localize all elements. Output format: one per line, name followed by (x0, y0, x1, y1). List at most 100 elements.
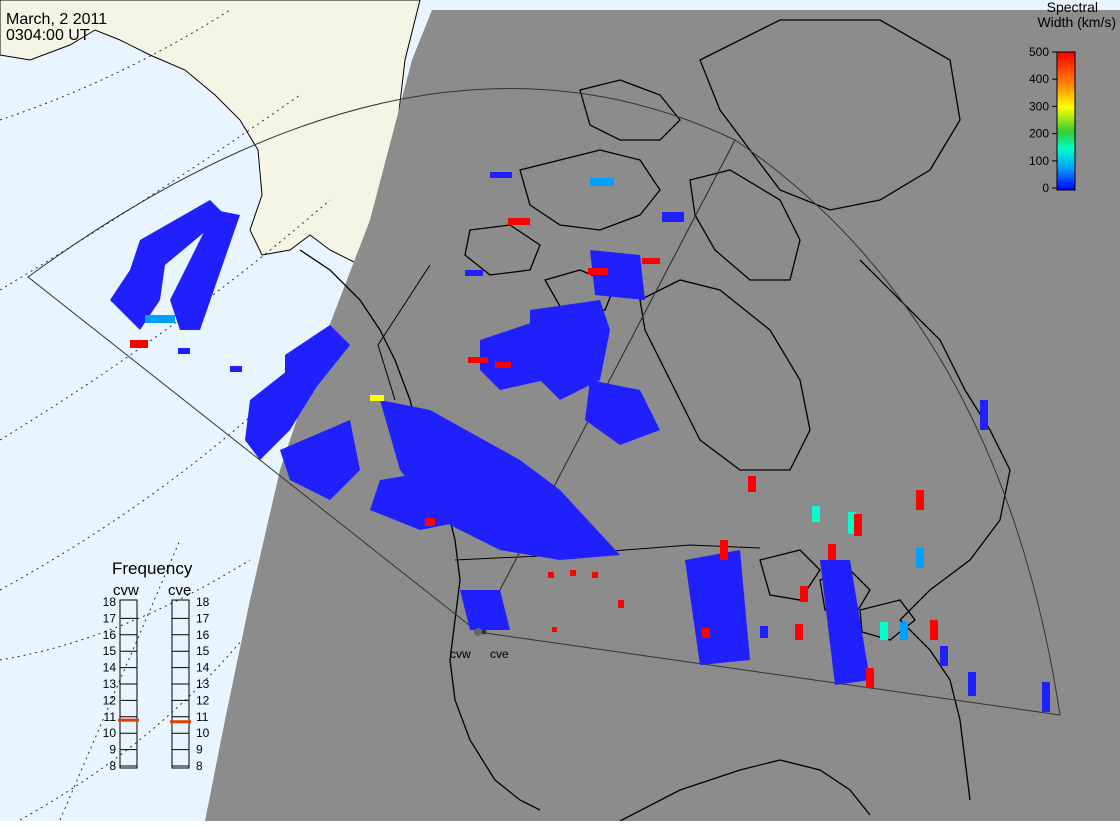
radar-site-cvw-marker (474, 628, 482, 636)
scatter-cell (178, 348, 190, 354)
colorbar-tick-label: 400 (1029, 72, 1049, 86)
scatter-patch-blue (590, 250, 645, 300)
frequency-tick-label: 17 (103, 611, 117, 625)
scatter-patch-blue (530, 300, 610, 400)
scatter-cell (760, 626, 768, 638)
scatter-cell (720, 540, 728, 560)
scatter-patch-blue (370, 470, 470, 530)
frequency-tick-label: 16 (196, 628, 210, 642)
scatter-patch-blue (460, 590, 510, 630)
scatter-patch-blue (685, 550, 750, 665)
scatter-cell (642, 258, 660, 264)
frequency-tick-label: 15 (196, 644, 210, 658)
scatter-cell (592, 572, 598, 578)
scatter-cell (880, 622, 888, 640)
frequency-tick-label: 8 (109, 759, 116, 773)
scatter-cell (230, 366, 242, 372)
scatter-cell (795, 624, 803, 640)
frequency-radar-right-label: cve (168, 582, 191, 599)
scatter-cell (590, 178, 614, 186)
frequency-panel: Frequency cvw cve 1817161514131211109818… (103, 559, 210, 773)
scatter-patch-blue (245, 345, 330, 460)
scatter-cell (588, 268, 608, 275)
colorbar-title-line1: Spectral (1047, 0, 1098, 15)
frequency-tick-label: 12 (196, 693, 210, 707)
colorbar-tick-label: 300 (1029, 99, 1049, 113)
scatter-cell (800, 586, 808, 602)
night-terminator-shading (205, 10, 1120, 821)
scatter-cell (916, 490, 924, 510)
scatter-cell (916, 548, 924, 568)
date-label: March, 2 2011 (6, 11, 107, 28)
frequency-tick-label: 15 (103, 644, 117, 658)
frequency-scales: 18 17 16 15 14 13 12 11 10 9 8 18 17 16 15 14 13 12 11 10 9 8 (103, 595, 210, 773)
colorbar-gradient (1056, 51, 1076, 191)
scatter-cell (662, 212, 684, 222)
scatter-cell (968, 672, 976, 696)
colorbar-title-line2: Width (km/s) (1037, 14, 1116, 30)
frequency-title: Frequency (112, 559, 193, 578)
scatter-cell (548, 572, 554, 578)
colorbar-ticks: 500 400 300 200 100 0 (1029, 45, 1057, 195)
radar-site-cve-label: cve (490, 647, 509, 661)
scatter-cell (940, 646, 948, 666)
scatter-cell (425, 518, 435, 526)
scatter-cell (848, 512, 856, 534)
scatter-cell (552, 627, 557, 632)
scatter-cell (490, 172, 512, 178)
scatter-cell (495, 362, 511, 368)
radar-site-cvw-label: cvw (450, 647, 471, 661)
frequency-tick-label: 12 (103, 693, 117, 707)
frequency-tick-label: 16 (103, 628, 117, 642)
scatter-cell (570, 570, 576, 576)
frequency-tick-label: 13 (103, 677, 117, 691)
radar-field-of-view (27, 88, 1061, 716)
scatter-cell (145, 315, 175, 323)
scatter-cell (370, 395, 384, 401)
colorbar-tick-label: 500 (1029, 45, 1049, 59)
scatter-patch-blue (480, 320, 545, 390)
scatter-cell (980, 400, 988, 430)
frequency-tick-label: 14 (103, 661, 117, 675)
scatter-cell (828, 544, 836, 560)
scatter-cell (1042, 682, 1050, 712)
scatter-cell (748, 476, 756, 492)
scatter-cell (130, 340, 148, 348)
scatter-cell (618, 600, 624, 608)
frequency-tick-label: 9 (196, 743, 203, 757)
scatter-cell (854, 514, 862, 536)
scatter-cell (702, 628, 710, 638)
frequency-tick-label: 18 (196, 595, 210, 609)
frequency-tick-label: 11 (196, 710, 209, 724)
scatter-patch-blue (280, 420, 360, 500)
scatter-cell (508, 218, 530, 225)
colorbar-tick-label: 100 (1029, 154, 1049, 168)
scatter-cell (930, 620, 938, 640)
frequency-tick-label: 17 (196, 611, 210, 625)
frequency-tick-label: 11 (104, 710, 117, 724)
colorbar: Spectral Width (km/s) 500 400 300 200 100 0 (1029, 0, 1116, 195)
scatter-patch-blue (820, 560, 870, 685)
frequency-tick-label: 8 (196, 759, 203, 773)
scatter-patch-blue (585, 380, 660, 445)
frequency-tick-label: 13 (196, 677, 210, 691)
scatter-patch-blue (110, 200, 225, 330)
scatter-cell (866, 668, 874, 688)
frequency-tick-label: 14 (196, 661, 210, 675)
frequency-tick-label: 10 (196, 726, 210, 740)
scatter-cell (812, 506, 820, 522)
frequency-tick-label: 10 (103, 726, 117, 740)
scatter-data-layer (110, 172, 1050, 712)
scatter-patch-blue (170, 210, 240, 330)
scatter-cell (468, 357, 488, 363)
scatter-cell (465, 270, 483, 276)
frequency-tick-label: 18 (103, 595, 117, 609)
colorbar-tick-label: 0 (1042, 181, 1049, 195)
colorbar-tick-label: 200 (1029, 127, 1049, 141)
frequency-tick-label: 9 (109, 743, 116, 757)
scatter-cell (900, 622, 908, 640)
frequency-radar-left-label: cvw (113, 582, 139, 599)
radar-site-cve-marker (481, 629, 487, 635)
time-label: 0304:00 UT (6, 27, 90, 44)
